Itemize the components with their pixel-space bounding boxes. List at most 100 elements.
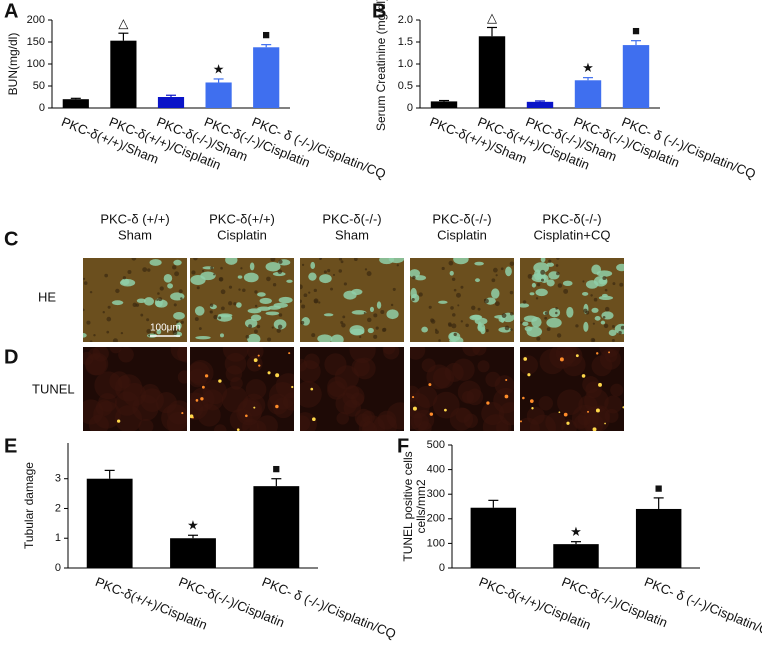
positive-cell <box>258 364 261 367</box>
lumen <box>453 258 469 265</box>
y-tick-label: 2 <box>55 502 61 514</box>
nucleus <box>353 258 358 262</box>
lumen <box>351 310 367 315</box>
y-axis-title: TUNEL positive cells <box>401 451 415 561</box>
nucleus <box>604 288 608 292</box>
positive-cell <box>190 414 194 419</box>
nucleus <box>159 286 164 291</box>
nucleus <box>220 266 223 270</box>
lumen <box>600 320 606 325</box>
nucleus <box>471 305 476 310</box>
tissue-glow <box>161 404 187 431</box>
nucleus <box>456 292 461 298</box>
lumen <box>349 325 365 336</box>
nucleus <box>319 258 322 260</box>
nucleus <box>343 282 347 286</box>
nucleus <box>238 288 241 291</box>
y-tick-label: 2.0 <box>398 14 413 26</box>
positive-cell <box>531 407 534 410</box>
nucleus <box>245 334 250 339</box>
nucleus <box>233 302 237 306</box>
nucleus <box>460 285 464 289</box>
nucleus <box>380 309 385 314</box>
nucleus <box>418 292 423 297</box>
lumen <box>155 299 168 308</box>
y-axis-title: cells/mm2 <box>414 479 428 533</box>
tissue-glow <box>114 405 143 431</box>
lumen <box>176 322 182 330</box>
positive-cell <box>275 404 279 409</box>
nucleus <box>527 273 533 279</box>
nucleus <box>271 326 274 329</box>
tissue-glow <box>246 355 263 372</box>
y-tick-label: 0 <box>439 562 445 574</box>
nucleus <box>546 327 551 331</box>
nucleus <box>500 267 504 271</box>
significance-marker: ■ <box>262 27 270 42</box>
y-tick-label: 0 <box>407 102 413 114</box>
tissue-glow <box>300 380 322 408</box>
nucleus <box>270 258 276 262</box>
nucleus <box>555 264 559 267</box>
tissue-glow <box>498 402 514 426</box>
bar <box>478 36 506 108</box>
nucleus <box>548 259 552 263</box>
nucleus <box>153 331 156 335</box>
nucleus <box>450 306 454 310</box>
lumen <box>286 279 293 283</box>
nucleus <box>308 291 311 294</box>
panel-label: E <box>4 435 17 457</box>
positive-cell <box>581 374 586 378</box>
tissue-glow <box>410 347 426 360</box>
lumen <box>386 309 399 320</box>
scale-bar-label: 100μm <box>150 323 181 334</box>
lumen <box>562 280 573 287</box>
nucleus <box>276 328 281 333</box>
lumen <box>535 288 548 297</box>
panel-label: C <box>4 228 18 250</box>
lumen <box>272 271 286 277</box>
positive-cell <box>288 352 291 355</box>
positive-cell <box>523 357 528 361</box>
lumen <box>469 314 482 321</box>
nucleus <box>451 323 457 329</box>
nucleus <box>301 263 305 267</box>
tissue-glow <box>221 386 249 413</box>
nucleus <box>619 282 624 287</box>
nucleus <box>495 274 498 277</box>
tissue-glow <box>604 408 619 423</box>
lumen <box>243 272 259 283</box>
nucleus <box>89 340 93 342</box>
y-tick-label: 300 <box>427 488 445 500</box>
tissue-glow <box>520 355 539 375</box>
tissue-glow <box>138 418 154 431</box>
positive-cell <box>253 406 256 409</box>
lumen <box>531 282 537 288</box>
nucleus <box>390 303 394 307</box>
nucleus <box>194 317 199 322</box>
nucleus <box>209 303 214 307</box>
tissue-glow <box>410 409 423 430</box>
nucleus <box>277 324 283 330</box>
significance-marker: △ <box>487 10 497 25</box>
nucleus <box>509 290 514 295</box>
he-background <box>83 258 187 342</box>
nucleus <box>242 288 246 292</box>
positive-cell <box>245 414 248 418</box>
nucleus <box>453 288 457 292</box>
bar <box>622 45 650 108</box>
nucleus <box>127 269 132 274</box>
lumen <box>244 318 258 328</box>
bar <box>553 544 599 568</box>
nucleus <box>146 318 150 322</box>
column-header: PKC-δ(-/-) <box>542 211 601 226</box>
nucleus <box>112 338 118 342</box>
nucleus <box>147 268 151 272</box>
nucleus <box>196 286 200 290</box>
positive-cell <box>312 417 316 422</box>
nucleus <box>494 301 500 307</box>
nucleus <box>535 297 539 300</box>
positive-cell <box>622 406 624 409</box>
bar <box>62 99 89 108</box>
bar <box>635 508 682 568</box>
